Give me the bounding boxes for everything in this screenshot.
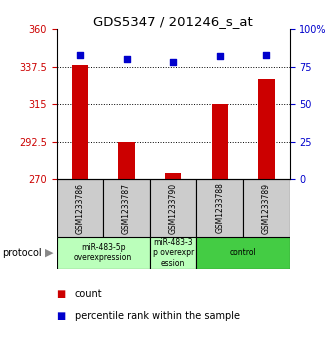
Text: GSM1233787: GSM1233787	[122, 183, 131, 233]
Point	[264, 52, 269, 57]
Bar	[150, 237, 196, 269]
Bar	[165, 173, 181, 179]
Text: protocol: protocol	[2, 248, 41, 258]
Text: GSM1233786: GSM1233786	[75, 183, 85, 233]
Text: GSM1233789: GSM1233789	[262, 183, 271, 233]
Point	[170, 59, 176, 65]
Bar	[196, 179, 243, 237]
Text: percentile rank within the sample: percentile rank within the sample	[75, 311, 240, 321]
Bar	[196, 237, 290, 269]
Bar	[57, 237, 150, 269]
Bar	[72, 65, 88, 179]
Text: control: control	[230, 248, 256, 257]
Point	[124, 56, 129, 62]
Point	[217, 53, 222, 59]
Text: count: count	[75, 289, 103, 299]
Bar	[103, 179, 150, 237]
Text: ▶: ▶	[45, 248, 54, 258]
Bar	[150, 179, 196, 237]
Text: ■: ■	[57, 289, 66, 299]
Point	[77, 52, 83, 57]
Bar	[243, 179, 290, 237]
Text: miR-483-3
p overexpr
ession: miR-483-3 p overexpr ession	[153, 238, 194, 268]
Text: GSM1233790: GSM1233790	[168, 183, 178, 233]
Bar	[119, 142, 135, 179]
Text: GSM1233788: GSM1233788	[215, 183, 224, 233]
Text: ■: ■	[57, 311, 66, 321]
Bar	[258, 79, 274, 179]
Text: miR-483-5p
overexpression: miR-483-5p overexpression	[74, 243, 132, 262]
Title: GDS5347 / 201246_s_at: GDS5347 / 201246_s_at	[93, 15, 253, 28]
Bar	[212, 104, 228, 179]
Bar	[57, 179, 103, 237]
